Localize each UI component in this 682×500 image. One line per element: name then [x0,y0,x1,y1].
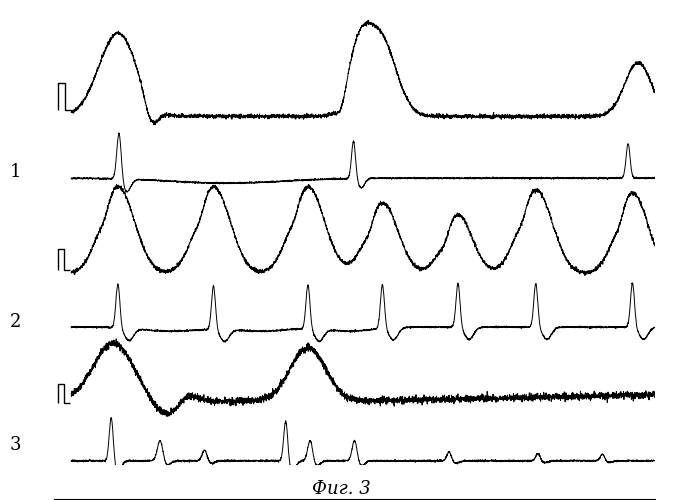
Text: 3: 3 [10,436,22,454]
Text: 1: 1 [10,163,22,181]
Text: 2: 2 [10,313,22,331]
Text: Фиг. 3: Фиг. 3 [312,480,370,498]
